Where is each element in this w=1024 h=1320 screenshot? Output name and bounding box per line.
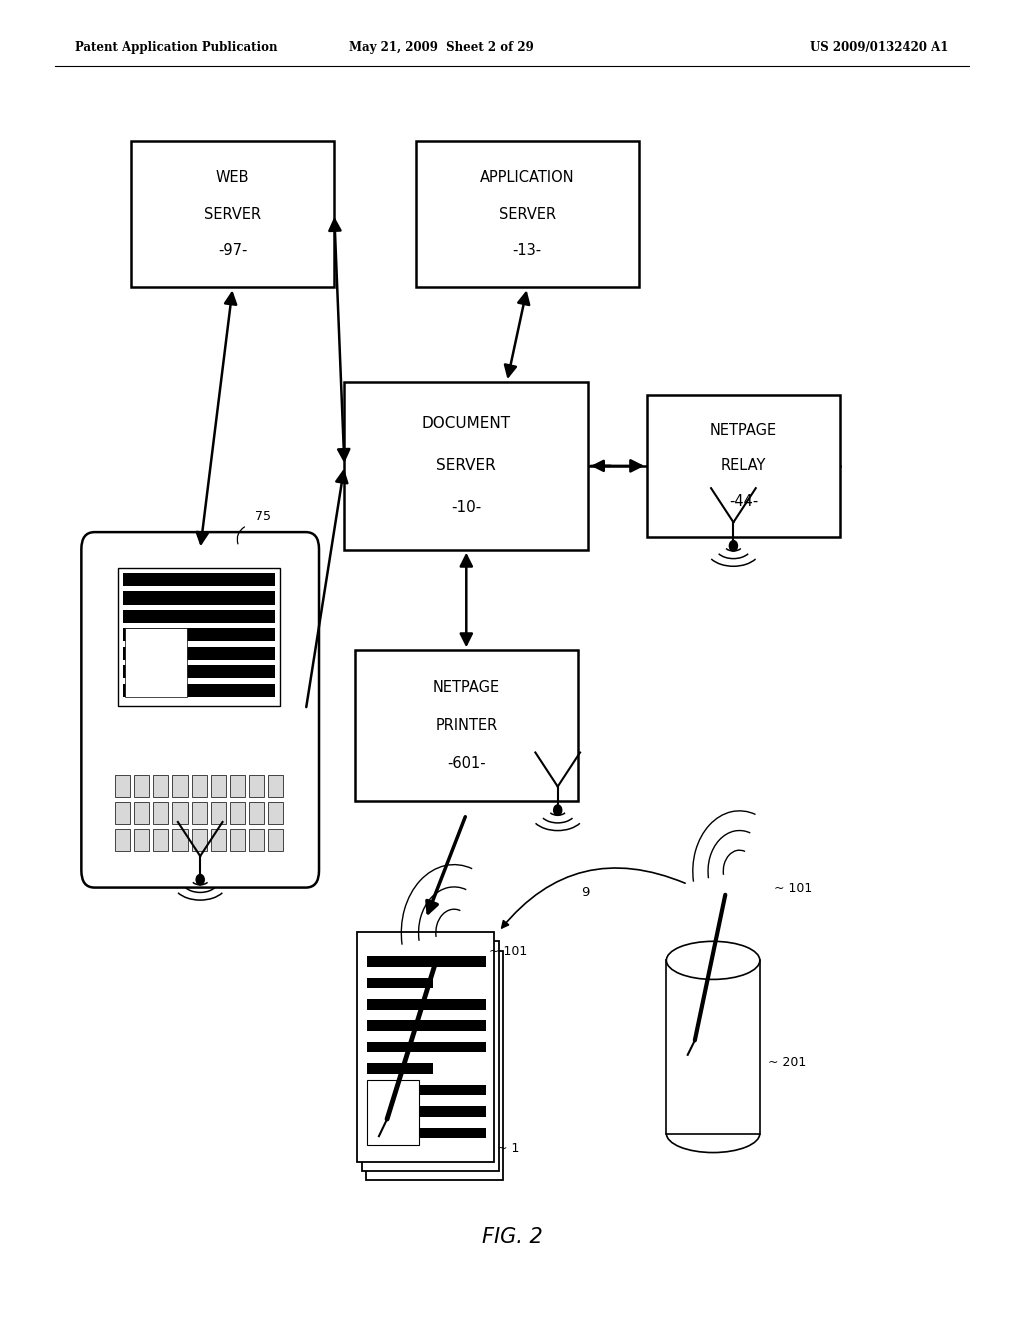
Bar [123,647,275,660]
Text: -97-: -97- [218,243,248,259]
Bar [154,829,168,851]
Bar [362,941,500,1171]
Bar [416,141,639,288]
Bar [123,628,275,642]
Bar [154,775,168,797]
Text: SERVER: SERVER [204,206,261,222]
Text: SERVER: SERVER [436,458,497,474]
Bar [368,978,432,989]
Text: ~ 101: ~ 101 [774,882,812,895]
Text: NETPAGE: NETPAGE [433,680,500,696]
Bar [368,1085,486,1096]
Bar [125,627,186,697]
Text: -13-: -13- [513,243,542,259]
Text: May 21, 2009  Sheet 2 of 29: May 21, 2009 Sheet 2 of 29 [348,41,534,54]
Bar [230,775,245,797]
Bar [230,829,245,851]
Bar [367,950,504,1180]
Bar [134,829,150,851]
Bar [123,610,275,623]
Bar [123,665,275,678]
Bar [368,999,486,1010]
Bar [344,381,588,550]
Circle shape [554,805,562,816]
Bar [357,932,495,1162]
Bar [172,829,187,851]
Bar [268,775,284,797]
Bar [647,395,840,537]
Bar [249,775,264,797]
Bar [249,829,264,851]
Text: DOCUMENT: DOCUMENT [422,416,511,432]
Bar [368,956,486,966]
Bar [368,1041,486,1052]
Text: NETPAGE: NETPAGE [710,422,777,438]
Bar [191,775,207,797]
Bar [172,775,187,797]
Text: APPLICATION: APPLICATION [480,170,574,185]
Text: ~ 1: ~ 1 [498,1142,519,1155]
Bar [368,1080,420,1144]
Bar [368,1020,486,1031]
Bar [211,829,226,851]
Bar [172,801,187,824]
FancyBboxPatch shape [81,532,319,887]
Bar [123,573,275,586]
Bar [191,801,207,824]
Circle shape [729,541,737,552]
Bar [249,801,264,824]
Bar [134,775,150,797]
Bar [211,801,226,824]
Text: 75: 75 [255,510,271,523]
Bar [268,829,284,851]
Bar [154,801,168,824]
Bar [115,775,130,797]
Bar [115,801,130,824]
Bar [230,801,245,824]
Ellipse shape [667,941,760,979]
Bar [368,1064,432,1074]
Text: Patent Application Publication: Patent Application Publication [75,41,278,54]
Bar [115,829,130,851]
Bar [118,568,281,706]
Text: US 2009/0132420 A1: US 2009/0132420 A1 [810,41,949,54]
Bar [368,1106,486,1117]
Text: -601-: -601- [447,756,485,771]
Bar [131,141,334,288]
Bar [134,801,150,824]
Text: -44-: -44- [729,494,758,508]
Bar [123,591,275,605]
Text: 9: 9 [581,886,590,899]
Bar [268,801,284,824]
Bar [667,961,760,1134]
Bar [354,651,578,801]
Text: RELAY: RELAY [721,458,766,474]
Bar [123,684,275,697]
Bar [191,829,207,851]
Bar [211,775,226,797]
Text: FIG. 2: FIG. 2 [481,1228,543,1247]
Text: PRINTER: PRINTER [435,718,498,733]
Text: SERVER: SERVER [499,206,556,222]
Text: -10-: -10- [452,500,481,515]
Text: ~ 101: ~ 101 [488,945,527,958]
Bar [368,1127,486,1138]
Text: ~ 201: ~ 201 [768,1056,806,1069]
Circle shape [197,874,204,884]
Text: WEB: WEB [216,170,250,185]
